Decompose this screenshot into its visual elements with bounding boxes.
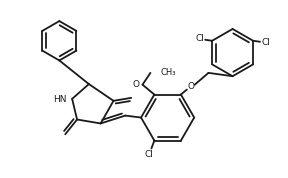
Text: Cl: Cl <box>196 34 205 43</box>
Text: HN: HN <box>54 95 67 104</box>
Text: Cl: Cl <box>145 150 154 159</box>
Text: O: O <box>132 80 139 89</box>
Text: CH₃: CH₃ <box>160 68 176 77</box>
Text: Cl: Cl <box>262 38 270 47</box>
Text: O: O <box>187 82 194 91</box>
